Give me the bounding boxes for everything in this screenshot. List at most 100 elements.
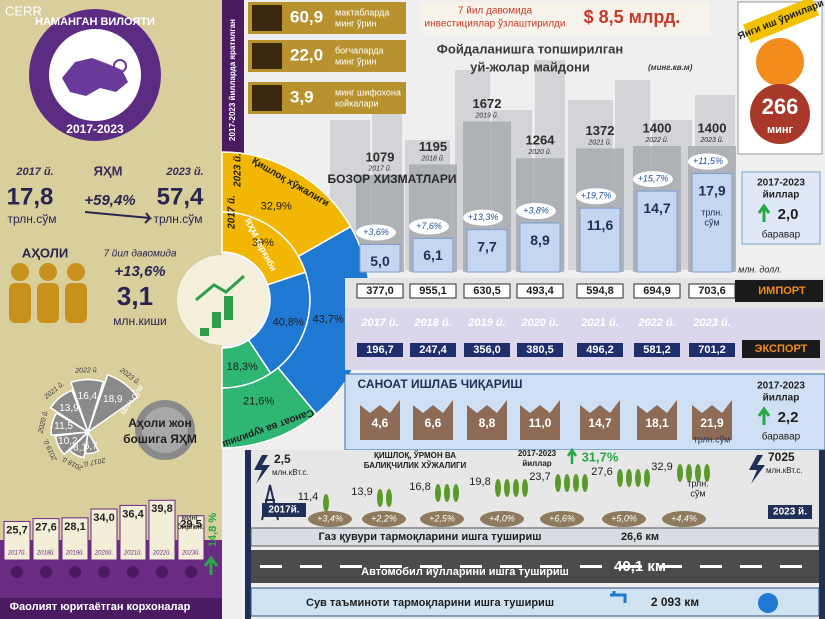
growth-badge [480,511,524,527]
value-box [633,283,681,299]
title-band [0,598,222,619]
label: 356,0 [473,344,501,356]
value-label: 8,9 [530,232,550,248]
label: 8,8 [479,416,496,430]
wheat-icon [686,464,692,482]
wheat-icon [635,469,641,487]
wheat-icon [704,464,710,482]
value-box [634,343,680,357]
summary-box [741,171,821,245]
label: 2020 й. [520,317,558,329]
label: 3,9 [290,87,314,106]
label: 14,7 [588,416,612,430]
enterprise-bar [32,518,60,561]
growth-badge [540,511,584,527]
label: 2019 й. [467,317,505,329]
label: млн.кВт.с. [272,468,309,477]
label: 2023 й. [699,136,723,144]
label: +6,6% [549,513,575,523]
wheat-icon [644,469,650,487]
label: минг шифохона [335,87,401,97]
wheat-icon [522,479,528,497]
label: уй-жолар майдони [470,59,590,74]
label: +15,7% [638,174,669,184]
label: 2017-2023 йилларда яратилган [228,19,237,141]
road-dash [380,565,402,568]
wheat-icon [564,474,570,492]
enterprise-bar [3,520,31,561]
value-label: 5,0 [370,253,390,269]
label: 18,1 [645,416,669,430]
label: 28,1 [64,521,85,533]
value-label: 1372 [586,123,615,138]
label: 11,0 [529,416,552,430]
person-head [11,263,29,281]
label: 7 йил давомида [103,249,176,260]
label: 247,4 [419,344,447,356]
gear-inner [142,407,188,453]
growth-badge [463,209,503,226]
lightning-icon [254,455,270,484]
person-icon [11,566,23,578]
person-head [39,263,57,281]
label: 2018 й. [420,154,444,162]
frame-right [819,450,825,619]
label: мактабларда [335,7,389,17]
badge-period: 2017-2023 [66,122,124,136]
enterprise-bar [90,508,118,561]
label: йиллар [522,459,551,468]
service-bar [579,207,621,273]
label: 39,8 [151,503,172,515]
water-band [250,587,820,617]
label: 26,6 км [621,531,659,543]
label: 60,9 [290,7,323,26]
wheat-icon [695,464,701,482]
label: трлн. [701,207,723,217]
road-dash [420,565,442,568]
value-label: 7,7 [477,238,497,254]
label: 17,8 [7,183,54,210]
label: 23,7 [529,471,550,483]
growth-badge [420,511,464,527]
label: 16,8 [409,481,430,493]
label: 2022 й. [644,136,668,144]
label: 18,3% [227,361,258,373]
label: 2023 й. [233,153,244,188]
value-box [464,343,510,357]
label: +3,8% [523,205,549,215]
wheat-icon [504,479,510,497]
wheat-icon [435,484,441,502]
wheat-icon [453,484,459,502]
road-dash [580,565,602,568]
label: 196,7 [366,344,394,356]
label: БАЛИҚЧИЛИК ХЎЖАЛИГИ [364,461,467,470]
label: трлн. [687,478,709,488]
label: 493,4 [526,285,554,297]
person-body [9,283,31,323]
label: 2022 й. [74,366,99,374]
label: 2,0 [778,206,799,223]
value-box [517,343,563,357]
road-dash [660,565,682,568]
value-label: 1195 [419,139,447,154]
label: млн. долл. [738,264,782,274]
growth-badge [688,153,728,170]
label: 2021й. [123,550,142,557]
label: САНОАТ ИШЛАБ ЧИҚАРИШ [358,377,523,391]
label: (минг.кв.м) [648,63,693,72]
label: 27,6 [35,522,56,534]
region-map [62,58,128,96]
logo: CERR [5,3,42,18]
factory-icon [520,400,560,440]
label: 2019 й. [474,111,498,119]
label: 2,2 [778,409,799,426]
road-dash [740,565,762,568]
label: 25,7 [6,524,27,536]
label: 4,6 [372,416,389,430]
value-label: 1079 [366,149,395,164]
label: Газ қувури тармоқларини ишга тушириш [319,531,542,543]
label: инвестициялар ўзлаштирилди [425,18,566,30]
pie-outer [221,366,318,449]
label: 13,9 [59,403,79,414]
label: 10,2 [58,436,78,447]
